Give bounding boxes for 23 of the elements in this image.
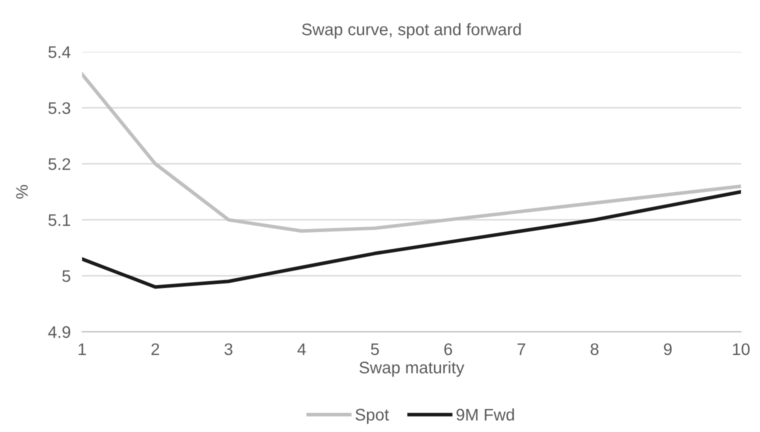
- y-tick-label: 5.1: [48, 214, 70, 226]
- legend-label: 9M Fwd: [456, 408, 514, 421]
- x-tick-label: 7: [518, 344, 526, 355]
- y-tick-label: 5.2: [48, 158, 70, 170]
- x-tick-label: 3: [224, 343, 232, 356]
- y-tick-label: 5.4: [48, 46, 70, 58]
- x-tick-label: 1: [78, 344, 86, 355]
- line-series: [82, 190, 741, 289]
- x-axis-title: Swap maturity: [360, 361, 464, 377]
- y-tick-label: 5.3: [48, 102, 70, 114]
- x-tick-label: 9: [664, 343, 672, 356]
- x-tick-label: 5: [370, 344, 379, 356]
- x-tick-label: 8: [590, 343, 598, 356]
- line-series: [82, 72, 741, 233]
- y-axis-title: %: [16, 184, 28, 199]
- x-tick-label: 4: [297, 344, 306, 355]
- x-tick-label: 6: [444, 343, 452, 356]
- chart-title: Swap curve, spot and forward: [302, 23, 521, 39]
- y-tick-label: 5: [62, 270, 70, 282]
- legend-label: Spot: [356, 408, 389, 424]
- x-tick-label: 10: [733, 343, 750, 356]
- x-tick-label: 2: [152, 343, 160, 355]
- y-tick-label: 4.9: [48, 326, 70, 338]
